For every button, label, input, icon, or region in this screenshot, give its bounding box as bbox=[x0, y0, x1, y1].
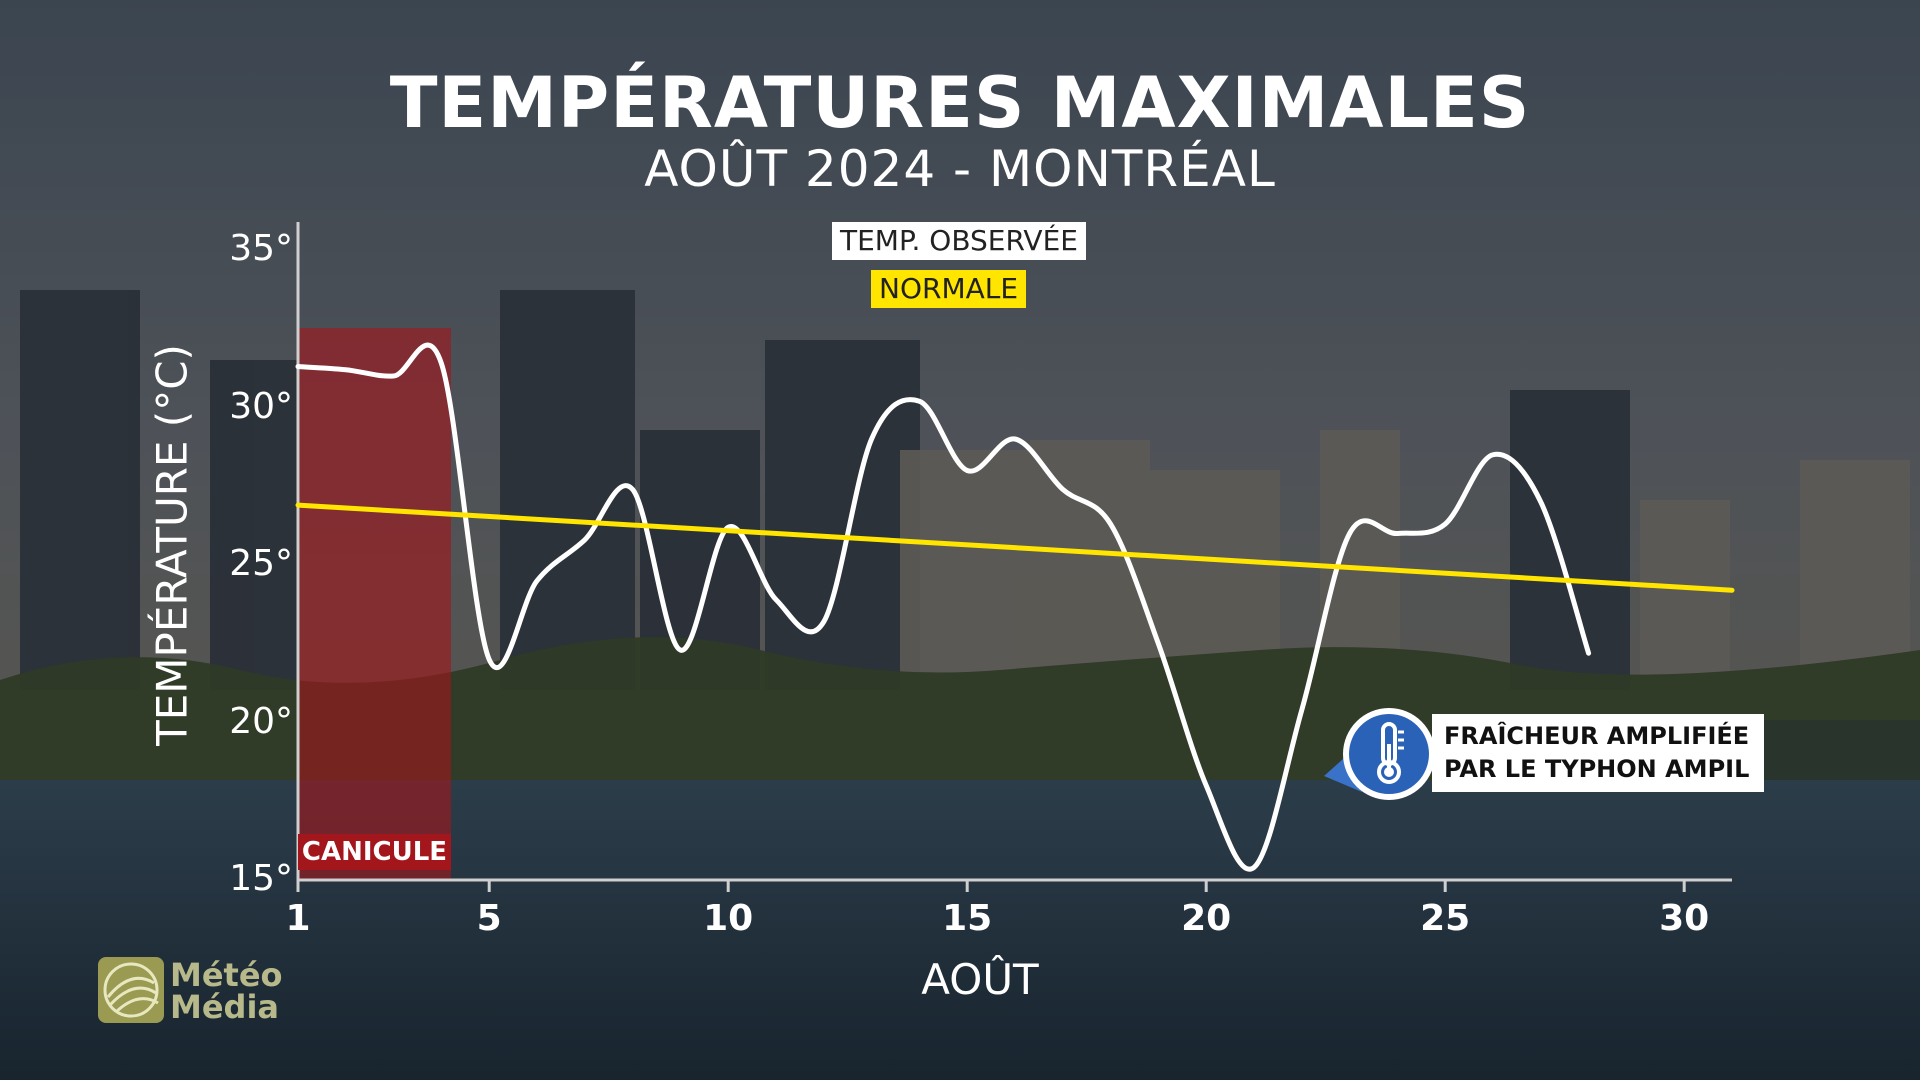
data-point-observed bbox=[775, 598, 778, 601]
data-point-observed bbox=[536, 579, 539, 582]
meteomedia-logo: Météo Média bbox=[98, 955, 283, 1027]
data-point-observed bbox=[1300, 708, 1303, 711]
y-tick-label: 35° bbox=[229, 228, 293, 269]
annotation-line-2: PAR LE TYPHON AMPIL bbox=[1444, 755, 1750, 783]
logo-text-media: Média bbox=[170, 988, 280, 1026]
data-point-observed bbox=[1109, 523, 1112, 526]
data-point-observed bbox=[344, 368, 347, 371]
globe-logo-icon bbox=[98, 957, 164, 1023]
data-point-observed bbox=[1539, 501, 1542, 504]
data-point-observed bbox=[297, 365, 300, 368]
data-point-observed bbox=[1253, 866, 1256, 869]
chart-title: TEMPÉRATURES MAXIMALES bbox=[389, 62, 1531, 144]
series-line-observed bbox=[295, 342, 1592, 872]
data-point-observed bbox=[631, 488, 634, 491]
heatwave-band bbox=[298, 328, 451, 880]
x-tick-label: 30 bbox=[1659, 898, 1710, 939]
x-tick-label: 15 bbox=[942, 898, 993, 939]
data-point-observed bbox=[392, 375, 395, 378]
data-point-observed bbox=[1396, 532, 1399, 535]
data-point-observed bbox=[440, 362, 443, 365]
annotation-line-1: FRAÎCHEUR AMPLIFIÉE bbox=[1444, 722, 1750, 750]
y-tick-label: 30° bbox=[229, 385, 293, 427]
typhoon-annotation: FRAÎCHEUR AMPLIFIÉE PAR LE TYPHON AMPIL bbox=[1322, 706, 1764, 802]
y-tick-label: 25° bbox=[229, 543, 293, 584]
x-axis-label: AOÛT bbox=[921, 955, 1039, 1004]
data-point-observed bbox=[918, 400, 921, 403]
x-tick-label: 5 bbox=[476, 898, 502, 939]
legend-normal: NORMALE bbox=[871, 270, 1027, 308]
x-tick-label: 10 bbox=[703, 898, 754, 939]
series-line-normal bbox=[295, 502, 1735, 593]
data-point-observed bbox=[1014, 438, 1017, 441]
heatwave-label: CANICULE bbox=[298, 834, 451, 870]
data-point-observed bbox=[1587, 652, 1590, 655]
data-point-observed bbox=[1492, 453, 1495, 456]
data-point-observed bbox=[583, 538, 586, 541]
legend-observed: TEMP. OBSERVÉE bbox=[832, 222, 1086, 260]
data-point-observed bbox=[822, 620, 825, 623]
data-point-observed bbox=[966, 469, 969, 472]
logo-text-meteo: Météo bbox=[170, 956, 283, 994]
data-point-observed bbox=[1348, 532, 1351, 535]
data-point-observed bbox=[870, 438, 873, 441]
thermometer-icon bbox=[1324, 708, 1432, 800]
y-axis-label: TEMPÉRATURE (°C) bbox=[147, 344, 197, 746]
data-point-observed bbox=[1205, 784, 1208, 787]
data-point-observed bbox=[488, 658, 491, 661]
data-point-observed bbox=[1444, 523, 1447, 526]
x-tick-label: 1 bbox=[285, 898, 311, 939]
data-point-observed bbox=[1157, 642, 1160, 645]
y-tick-label: 20° bbox=[229, 700, 293, 742]
data-point-observed bbox=[679, 649, 682, 652]
annotation-box: FRAÎCHEUR AMPLIFIÉE PAR LE TYPHON AMPIL bbox=[1432, 714, 1764, 792]
x-tick-label: 20 bbox=[1181, 898, 1232, 939]
y-tick-label: 15° bbox=[229, 858, 293, 899]
data-point-observed bbox=[1061, 488, 1064, 491]
x-tick-label: 25 bbox=[1420, 898, 1471, 939]
chart-subtitle: AOÛT 2024 - MONTRÉAL bbox=[644, 140, 1276, 198]
